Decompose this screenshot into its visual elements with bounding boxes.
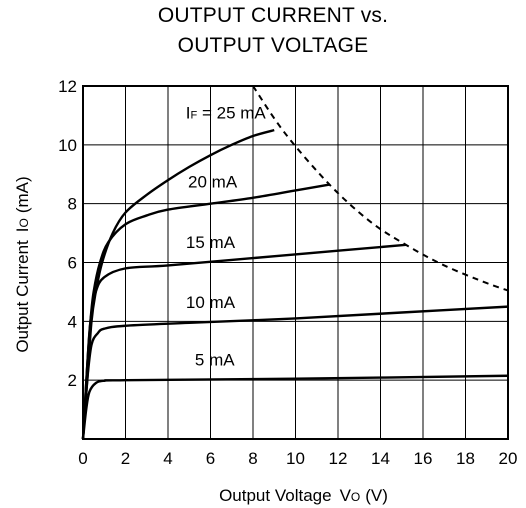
x-tick-label-6: 6 xyxy=(206,449,215,468)
series-label-value: 25 mA xyxy=(217,103,267,122)
y-tick-label-4: 4 xyxy=(68,312,77,331)
series-line-5-ma xyxy=(81,374,509,440)
curve-labels: IF = 25 mA 20 mA 15 mA 10 mA 5 mA xyxy=(186,103,267,369)
series-line-10-ma xyxy=(81,305,509,440)
chart-title-line2: OUTPUT VOLTAGE xyxy=(177,34,369,57)
chart-title-line1: OUTPUT CURRENT vs. xyxy=(157,4,389,27)
x-axis-label-symbol: V xyxy=(340,486,352,505)
grid-lines xyxy=(82,85,509,439)
x-tick-label-20: 20 xyxy=(499,449,518,468)
plot-frame xyxy=(82,85,509,440)
y-tick-label-6: 6 xyxy=(68,254,77,273)
y-axis-label-symbol: I xyxy=(13,227,32,232)
x-tick-label-14: 14 xyxy=(371,449,390,468)
x-tick-label-10: 10 xyxy=(286,449,305,468)
series-label-25-ma: IF = 25 mA xyxy=(186,103,267,122)
x-axis-label: Output Voltage VO (V) xyxy=(219,486,388,505)
limit-curve-dashed xyxy=(252,85,509,292)
x-axis-label-subscript: O xyxy=(351,490,360,504)
series-line-15-ma xyxy=(81,243,407,440)
series-label-15-ma: 15 mA xyxy=(186,233,236,252)
x-axis-label-unit: (V) xyxy=(365,486,388,505)
y-axis-label: Output Current IO (mA) xyxy=(13,176,32,352)
series-label-equals: = xyxy=(197,103,216,122)
series-label-20-ma: 20 mA xyxy=(188,172,238,191)
x-tick-label-8: 8 xyxy=(248,449,257,468)
curves xyxy=(81,85,509,440)
y-tick-label-10: 10 xyxy=(58,136,77,155)
series-label-prefix: I xyxy=(186,103,191,122)
x-tick-label-16: 16 xyxy=(414,449,433,468)
tick-labels: 0 2 4 6 8 10 12 14 16 18 20 2 4 6 8 10 12 xyxy=(58,77,517,468)
series-label-5-ma: 5 mA xyxy=(195,350,235,369)
series-line-25-ma xyxy=(81,128,275,440)
y-tick-label-2: 2 xyxy=(68,371,77,390)
x-tick-label-0: 0 xyxy=(78,449,87,468)
y-tick-label-12: 12 xyxy=(58,77,77,96)
y-axis-label-name: Output Current xyxy=(13,240,32,353)
y-tick-label-8: 8 xyxy=(68,195,77,214)
x-axis-label-name: Output Voltage xyxy=(219,486,331,505)
x-tick-label-18: 18 xyxy=(456,449,475,468)
x-tick-label-12: 12 xyxy=(329,449,348,468)
series-label-10-ma: 10 mA xyxy=(186,293,236,312)
x-tick-label-2: 2 xyxy=(121,449,130,468)
x-tick-label-4: 4 xyxy=(163,449,172,468)
y-axis-label-subscript: O xyxy=(17,218,31,227)
series-label-subscript: F xyxy=(191,109,198,121)
y-axis-label-unit: (mA) xyxy=(13,176,32,213)
